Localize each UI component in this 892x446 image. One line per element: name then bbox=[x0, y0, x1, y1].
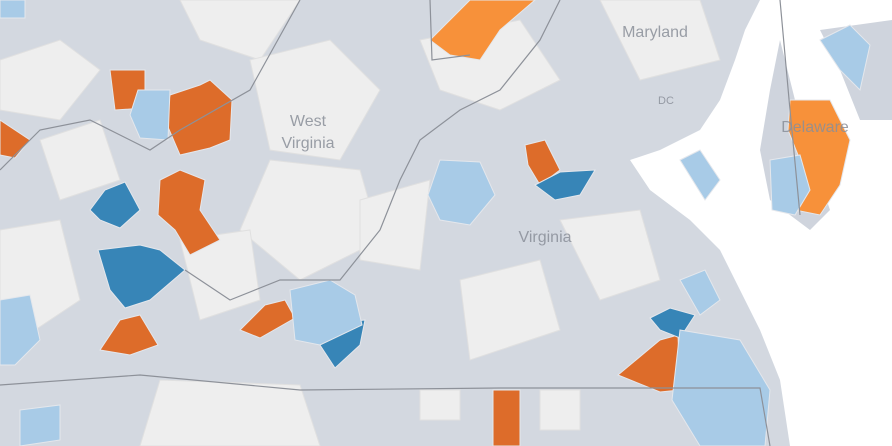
county bbox=[599, 0, 721, 81]
county bbox=[249, 39, 381, 161]
county bbox=[429, 0, 536, 61]
county bbox=[89, 181, 141, 229]
county bbox=[0, 294, 41, 366]
county bbox=[239, 299, 296, 339]
county bbox=[19, 404, 61, 446]
county bbox=[179, 229, 261, 321]
county bbox=[97, 244, 186, 309]
county bbox=[164, 79, 233, 156]
county bbox=[459, 259, 561, 361]
county bbox=[359, 179, 431, 271]
county bbox=[239, 159, 381, 281]
county bbox=[819, 24, 871, 91]
state-label: Maryland bbox=[622, 24, 688, 41]
county bbox=[559, 209, 661, 301]
state-border bbox=[0, 374, 771, 446]
county bbox=[157, 169, 221, 256]
county bbox=[539, 389, 581, 431]
state-border bbox=[429, 0, 471, 61]
county bbox=[129, 89, 171, 141]
county bbox=[0, 39, 101, 121]
state-border bbox=[0, 0, 301, 171]
county bbox=[39, 119, 121, 201]
city-label: DC bbox=[658, 95, 674, 107]
county bbox=[427, 159, 496, 226]
state-label: Virginia bbox=[281, 135, 334, 152]
county bbox=[99, 314, 159, 356]
state-border bbox=[779, 0, 801, 216]
county bbox=[139, 379, 321, 446]
county bbox=[0, 119, 31, 159]
state-border bbox=[184, 0, 561, 301]
county bbox=[679, 149, 721, 201]
county bbox=[769, 154, 811, 216]
state-label: West bbox=[290, 113, 327, 130]
county bbox=[534, 169, 596, 201]
county bbox=[679, 269, 721, 316]
county bbox=[0, 0, 26, 19]
state-label: Delaware bbox=[781, 119, 849, 136]
state-borders bbox=[0, 0, 801, 446]
state-label: Virginia bbox=[518, 229, 571, 246]
county bbox=[492, 389, 521, 446]
county bbox=[419, 389, 461, 421]
